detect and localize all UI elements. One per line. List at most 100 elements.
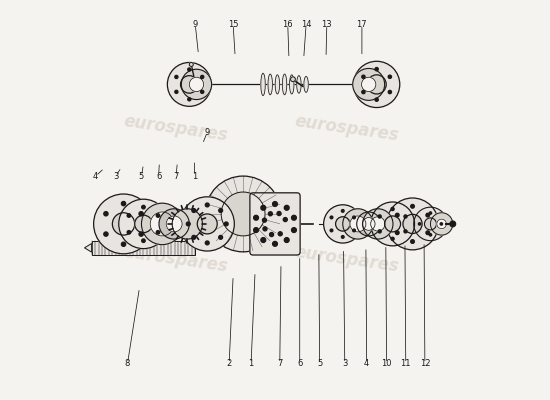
Ellipse shape [371, 217, 385, 231]
Text: 2: 2 [227, 359, 232, 368]
Text: eurospares: eurospares [294, 112, 400, 144]
Text: 16: 16 [283, 20, 293, 29]
Circle shape [284, 238, 289, 242]
Ellipse shape [221, 192, 265, 236]
Circle shape [254, 215, 258, 220]
Text: 1: 1 [192, 172, 197, 180]
Text: 14: 14 [301, 20, 311, 29]
Text: 15: 15 [228, 20, 238, 29]
Ellipse shape [275, 75, 279, 94]
Circle shape [139, 232, 143, 236]
Ellipse shape [384, 216, 400, 232]
Text: 7: 7 [277, 359, 283, 368]
Circle shape [139, 212, 143, 216]
Ellipse shape [94, 194, 153, 254]
Text: 9: 9 [205, 128, 210, 137]
Circle shape [273, 202, 277, 206]
Text: 12: 12 [420, 359, 430, 368]
Circle shape [353, 216, 355, 219]
Ellipse shape [431, 213, 453, 235]
Ellipse shape [119, 199, 168, 249]
Polygon shape [85, 244, 92, 252]
Ellipse shape [367, 75, 386, 94]
Text: 13: 13 [322, 20, 332, 29]
Ellipse shape [172, 209, 202, 239]
Circle shape [283, 218, 287, 222]
Circle shape [404, 215, 407, 218]
Ellipse shape [159, 209, 189, 239]
Text: 5: 5 [139, 172, 144, 180]
Ellipse shape [289, 75, 294, 94]
Ellipse shape [343, 209, 373, 239]
Circle shape [261, 238, 266, 242]
Circle shape [142, 239, 145, 242]
Circle shape [122, 242, 125, 246]
Ellipse shape [350, 216, 366, 232]
Circle shape [127, 214, 131, 217]
Ellipse shape [387, 198, 438, 250]
Circle shape [142, 205, 145, 209]
Text: 7: 7 [173, 172, 179, 180]
Circle shape [411, 204, 414, 208]
Ellipse shape [437, 219, 447, 229]
Circle shape [411, 240, 414, 243]
Ellipse shape [150, 212, 174, 236]
Circle shape [201, 90, 204, 93]
Text: 5: 5 [317, 359, 322, 368]
Text: eurospares: eurospares [122, 244, 229, 276]
Text: 1: 1 [249, 359, 254, 368]
Circle shape [450, 221, 455, 227]
Circle shape [201, 76, 204, 78]
Bar [92, 241, 195, 255]
Circle shape [175, 90, 178, 93]
Text: 11: 11 [400, 359, 411, 368]
Circle shape [268, 212, 272, 216]
Ellipse shape [357, 212, 381, 236]
Circle shape [261, 206, 266, 210]
Text: 8: 8 [125, 359, 130, 368]
Text: 4: 4 [93, 172, 98, 180]
Ellipse shape [353, 68, 384, 100]
Circle shape [395, 231, 399, 234]
Circle shape [277, 212, 281, 216]
Circle shape [175, 76, 178, 78]
Circle shape [375, 68, 378, 71]
Circle shape [219, 209, 223, 212]
Circle shape [378, 230, 381, 233]
Circle shape [391, 237, 394, 240]
Circle shape [273, 242, 277, 246]
Circle shape [192, 236, 196, 239]
Ellipse shape [361, 77, 376, 92]
Ellipse shape [205, 176, 281, 252]
Circle shape [156, 214, 160, 217]
Text: 4: 4 [364, 359, 369, 368]
Circle shape [430, 234, 432, 236]
Ellipse shape [414, 207, 447, 241]
Ellipse shape [189, 77, 204, 92]
Ellipse shape [304, 76, 309, 92]
Ellipse shape [180, 197, 234, 251]
Ellipse shape [182, 69, 212, 100]
Circle shape [290, 77, 295, 82]
Circle shape [342, 236, 344, 238]
Ellipse shape [403, 214, 422, 234]
Circle shape [189, 62, 193, 66]
Text: 17: 17 [356, 20, 367, 29]
Text: eurospares: eurospares [122, 112, 229, 144]
Circle shape [192, 209, 196, 212]
Circle shape [186, 222, 190, 226]
Ellipse shape [323, 205, 362, 243]
Text: 9: 9 [192, 20, 198, 29]
Circle shape [426, 231, 430, 234]
Circle shape [330, 216, 333, 219]
Circle shape [219, 236, 223, 239]
Ellipse shape [167, 62, 211, 106]
Circle shape [330, 229, 333, 232]
Circle shape [391, 208, 394, 210]
Circle shape [426, 213, 430, 217]
Circle shape [404, 230, 407, 233]
Circle shape [104, 232, 108, 236]
Circle shape [362, 90, 365, 94]
Circle shape [122, 202, 125, 206]
Ellipse shape [268, 74, 272, 95]
